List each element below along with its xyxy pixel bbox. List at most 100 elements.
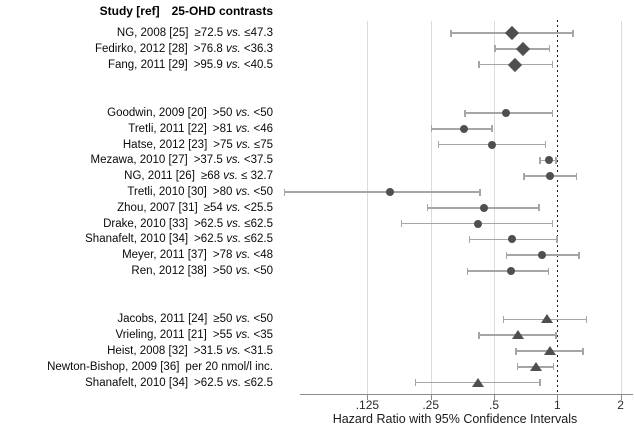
ci-cap-right (552, 363, 555, 371)
study-row-label: NG, 2011 [26] ≥68 vs. ≤ 32.7 (124, 168, 273, 184)
vs-label: vs. (232, 186, 254, 198)
hr-marker-circle (506, 267, 515, 275)
ci-cap-left (494, 45, 496, 53)
study-label: Shanafelt, 2010 [34] (85, 233, 189, 246)
vs-label: vs. (222, 154, 244, 167)
study-label: Jacobs, 2011 [24] (117, 313, 208, 326)
ci-cap-right (551, 220, 554, 228)
contrast-label: >95.9 vs. <40.5 (193, 58, 273, 71)
study-label: Mezawa, 2010 [27] (90, 154, 188, 167)
study-label: Vrieling, 2011 [21] (115, 329, 207, 342)
hr-marker-circle (508, 235, 517, 244)
contrast-label: >37.5 vs. <37.5 (193, 154, 273, 167)
axis-tick (620, 394, 622, 400)
vs-label: vs. (232, 249, 254, 262)
contrast-label: ≥50 vs. <50 (213, 313, 273, 326)
hr-marker-circle (538, 251, 547, 260)
contrast-label: >78 vs. <48 (212, 249, 273, 262)
ci-cap-right (572, 29, 574, 37)
hr-marker-triangle (543, 346, 556, 355)
column-header: Study [ref] 25-OHD contrasts (100, 3, 273, 19)
ci-cap-left (478, 331, 480, 339)
contrast-label: >76.8 vs. <36.3 (193, 42, 273, 55)
study-row-label: Ren, 2012 [38] >50 vs. <50 (131, 263, 273, 279)
axis-tick (494, 394, 495, 400)
study-label: Drake, 2010 [33] (103, 217, 189, 230)
study-row-label: Jacobs, 2011 [24] ≥50 vs. <50 (117, 311, 273, 327)
study-row-label: Mezawa, 2010 [27] >37.5 vs. <37.5 (91, 152, 273, 168)
ci-cap-right (538, 204, 540, 212)
vs-label: vs. (232, 313, 254, 326)
axis-tick-label: .5 (488, 398, 499, 412)
ci-cap-right (491, 125, 493, 133)
vs-label: vs. (222, 58, 244, 71)
hr-marker-circle (544, 156, 553, 165)
study-row-label: NG, 2008 [25] ≥72.5 vs. ≤47.3 (117, 25, 273, 41)
study-row-label: Fedirko, 2012 [28] >76.8 vs. <36.3 (95, 41, 273, 57)
study-row-label: Meyer, 2011 [37] >78 vs. <48 (122, 247, 273, 263)
hr-marker-circle (474, 219, 483, 228)
vs-label: vs. (232, 265, 254, 277)
axis-tick (367, 394, 369, 400)
axis-tick (557, 394, 559, 400)
hr-marker-circle (488, 140, 497, 149)
vs-label: vs. (232, 107, 254, 119)
contrast-label: >31.5 vs. <31.5 (193, 345, 273, 357)
ci-cap-right (582, 347, 584, 355)
contrast-label: per 20 nmol/l inc. (185, 360, 273, 373)
gridline-2 (620, 21, 622, 394)
ci-cap-left (539, 156, 541, 164)
axis-tick-label: 2 (617, 398, 624, 412)
contrast-label: >62.5 vs. ≤62.5 (194, 376, 273, 389)
study-label: NG, 2011 [26] (124, 170, 195, 183)
study-label: Newton-Bishop, 2009 [36] (47, 360, 180, 373)
hr-marker-circle (545, 172, 554, 181)
study-row-label: Newton-Bishop, 2009 [36] per 20 nmol/l in… (47, 359, 273, 375)
contrast-label: >50 vs. <50 (212, 107, 273, 119)
contrast-label: ≥68 vs. ≤ 32.7 (200, 170, 273, 183)
ci-cap-right (544, 141, 547, 149)
ci-cap-left (464, 109, 466, 117)
ci-cap-left (430, 125, 433, 133)
hr-marker-triangle (511, 330, 524, 340)
vs-label: vs. (223, 233, 245, 246)
study-row-label: Drake, 2010 [33] >62.5 vs. ≤62.5 (103, 216, 273, 232)
study-label: Zhou, 2007 [31] (117, 201, 198, 214)
contrast-column-header: 25-OHD contrasts (171, 4, 273, 18)
ci-cap-left (468, 235, 471, 243)
ci-line (283, 191, 481, 193)
contrast-label: >50 vs. <50 (212, 265, 273, 277)
study-label: Fedirko, 2012 [28] (94, 42, 188, 55)
ci-cap-right (539, 379, 541, 387)
study-row-label: Heist, 2008 [32] >31.5 vs. <31.5 (107, 343, 273, 359)
study-label: NG, 2008 [25] (116, 27, 189, 39)
contrast-label: >62.5 vs. ≤62.5 (194, 217, 273, 230)
hr-marker-diamond (508, 57, 523, 72)
axis-tick-label: .125 (355, 398, 380, 412)
axis-tick-label: .25 (422, 398, 440, 412)
gridline-.125 (367, 21, 369, 394)
hr-marker-circle (501, 109, 510, 117)
study-label: Ren, 2012 [38] (131, 265, 207, 277)
ci-cap-left (283, 188, 286, 196)
study-row-label: Shanafelt, 2010 [34] >62.5 vs. ≤62.5 (85, 375, 273, 391)
study-label: Meyer, 2011 [37] (122, 249, 207, 262)
ci-cap-left (502, 315, 505, 323)
hr-marker-circle (385, 188, 394, 196)
ci-cap-left (437, 141, 440, 149)
contrast-label: >81 vs. <46 (212, 122, 273, 135)
x-axis-line (300, 394, 633, 395)
study-label: Tretli, 2010 [30] (127, 186, 207, 198)
contrast-label: ≥54 vs. <25.5 (203, 201, 273, 214)
study-label: Fang, 2011 [29] (107, 58, 188, 71)
vs-label: vs. (222, 201, 244, 214)
ci-cap-left (515, 347, 517, 355)
study-row-label: Vrieling, 2011 [21] >55 vs. <35 (115, 327, 273, 343)
contrast-label: >80 vs. <50 (212, 186, 273, 198)
ci-cap-left (523, 172, 525, 180)
ci-cap-left (426, 204, 429, 212)
study-label: Tretli, 2011 [22] (128, 122, 207, 135)
study-label: Hatse, 2012 [23] (122, 138, 208, 151)
contrast-label: >75 vs. ≤75 (213, 138, 273, 151)
ci-cap-left (450, 29, 452, 37)
